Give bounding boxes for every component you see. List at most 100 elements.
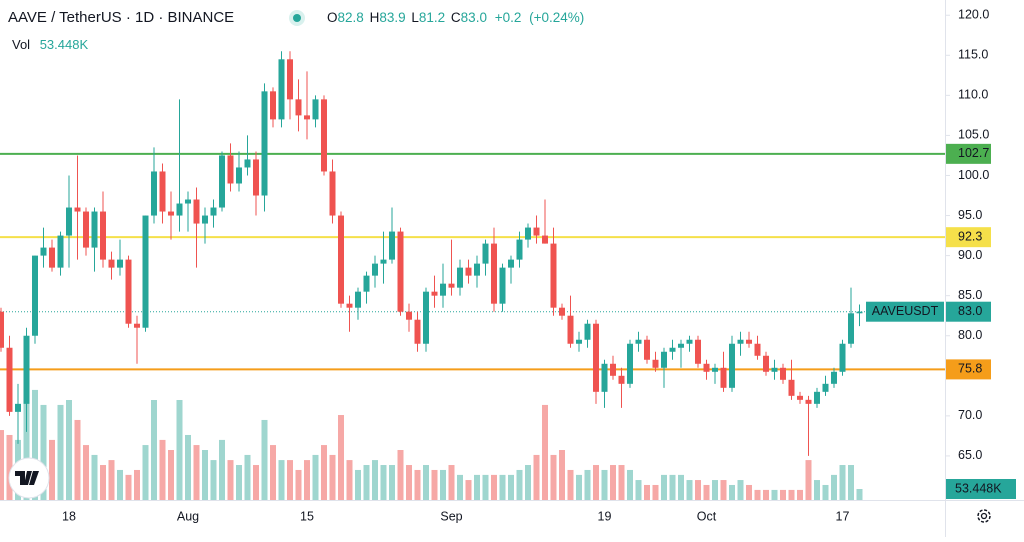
volume-bar [23, 374, 30, 500]
volume-bar [516, 469, 523, 500]
candle-body [91, 211, 98, 248]
candle-body [338, 215, 344, 304]
volume-bar [533, 454, 540, 500]
candle-body [49, 247, 55, 268]
volume-value: 53.448K [40, 37, 89, 52]
volume-bar [814, 480, 820, 500]
candle-body [491, 243, 497, 304]
level-label: 102.7 [958, 146, 989, 160]
candle-body [771, 367, 778, 372]
candle-body [576, 339, 582, 344]
candle-body [219, 155, 225, 208]
volume-bar [635, 480, 642, 500]
candle-body [346, 303, 353, 308]
candle-body [185, 199, 191, 204]
x-tick-label: 19 [598, 509, 612, 523]
legend-value: 82.8 [338, 10, 364, 25]
settings-icon[interactable] [977, 509, 991, 523]
volume-bar [100, 465, 106, 500]
gear-inner [980, 512, 988, 520]
candle-body [457, 267, 463, 288]
volume-bar [720, 480, 727, 500]
candle-body [414, 319, 421, 344]
volume-bar [270, 445, 276, 500]
volume-bar [669, 474, 676, 500]
candle-body [236, 167, 242, 184]
volume-bar [253, 465, 259, 500]
candle-body [822, 383, 829, 392]
volume-bar [754, 489, 761, 500]
candle-body [355, 291, 361, 308]
volume-bar [712, 480, 718, 500]
level-label: 75.8 [958, 362, 982, 376]
candle-body [108, 259, 115, 268]
volume-bar [321, 445, 327, 500]
candle-body [661, 351, 667, 368]
volume-bar [329, 454, 336, 500]
volume-bar [389, 465, 395, 500]
volume-bar [168, 450, 174, 500]
volume-bar [508, 474, 514, 500]
volume-bar [601, 469, 608, 500]
volume-bar [610, 465, 616, 500]
chart-title: AAVE / TetherUS · 1D · BINANCE [8, 9, 234, 26]
candle-body [720, 367, 727, 388]
candle-body [593, 323, 599, 392]
volume-bar [491, 474, 497, 500]
candle-body [831, 371, 837, 384]
candle-body [23, 335, 30, 404]
candle-body [159, 171, 166, 212]
volume-bar [40, 404, 47, 500]
candle-body [380, 259, 387, 264]
volume-bar [482, 474, 489, 500]
volume-bar [593, 465, 599, 500]
volume-bar [227, 460, 234, 500]
volume-bar [244, 454, 251, 500]
volume-bar [380, 465, 387, 500]
volume-bar [839, 465, 846, 500]
candle-body [253, 159, 259, 196]
volume-bar [74, 419, 81, 500]
volume-bar [423, 465, 429, 500]
volume-bar [355, 469, 361, 500]
volume-bar [134, 469, 140, 500]
candle-body [32, 255, 38, 336]
candle-body [627, 343, 633, 384]
candle-body [74, 207, 81, 212]
candle-body [57, 235, 64, 268]
y-tick-label: 80.0 [958, 328, 982, 342]
volume-bar [372, 460, 378, 500]
volume-bar [448, 465, 455, 500]
last-price-label-bg [946, 301, 991, 322]
plot-area [0, 51, 945, 500]
volume-bar [57, 404, 64, 500]
axes: 65.070.075.080.085.090.095.0100.0105.011… [62, 8, 1016, 523]
volume-bar [108, 460, 115, 500]
candle-body [15, 403, 21, 412]
volume-bar [550, 454, 557, 500]
candle-body [525, 227, 531, 240]
candle-body [729, 343, 735, 388]
candle-body [142, 215, 149, 328]
y-tick-label: 90.0 [958, 248, 982, 262]
volume-bar [746, 484, 752, 500]
volume-bar [576, 474, 582, 500]
candle-body [0, 311, 4, 348]
candle-body [516, 239, 523, 260]
candle-body [474, 263, 480, 276]
volume-bar [176, 400, 183, 500]
candle-body [431, 291, 438, 296]
volume-bar [780, 489, 786, 500]
candle-body [635, 339, 642, 344]
legend-label: O [327, 10, 338, 25]
volume-bar [797, 489, 803, 500]
tv-logo[interactable] [8, 457, 50, 499]
volume-bar [822, 484, 829, 500]
candle-body [746, 339, 752, 344]
candle-body [780, 367, 786, 380]
volume-bar [644, 484, 650, 500]
volume-bar [210, 460, 217, 500]
y-tick-label: 85.0 [958, 288, 982, 302]
candle-body [83, 211, 89, 248]
legend-change-percent: (+0.24%) [529, 10, 584, 25]
